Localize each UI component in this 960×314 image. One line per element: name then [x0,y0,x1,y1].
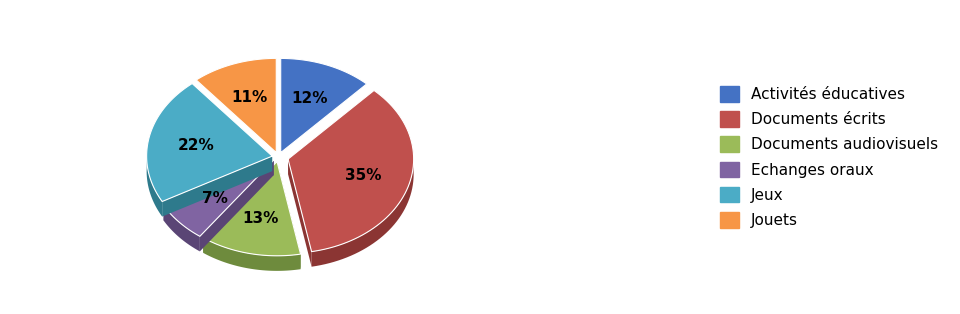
Polygon shape [288,90,414,252]
Polygon shape [200,160,274,252]
Polygon shape [204,238,300,271]
Polygon shape [280,58,367,153]
Polygon shape [288,159,312,267]
Polygon shape [196,58,276,153]
Legend: Activités éducatives, Documents écrits, Documents audiovisuels, Echanges oraux, : Activités éducatives, Documents écrits, … [716,82,943,232]
Polygon shape [204,162,300,256]
Polygon shape [163,160,274,236]
Polygon shape [147,84,273,202]
Polygon shape [163,205,200,252]
Polygon shape [204,162,277,253]
Polygon shape [162,156,273,217]
Polygon shape [163,160,274,220]
Text: 11%: 11% [231,90,268,105]
Polygon shape [277,162,300,269]
Polygon shape [147,153,162,217]
Text: 13%: 13% [242,211,278,226]
Text: 12%: 12% [291,91,327,106]
Polygon shape [312,156,414,267]
Text: 35%: 35% [345,168,381,183]
Text: 22%: 22% [178,138,214,153]
Text: 7%: 7% [203,191,228,206]
